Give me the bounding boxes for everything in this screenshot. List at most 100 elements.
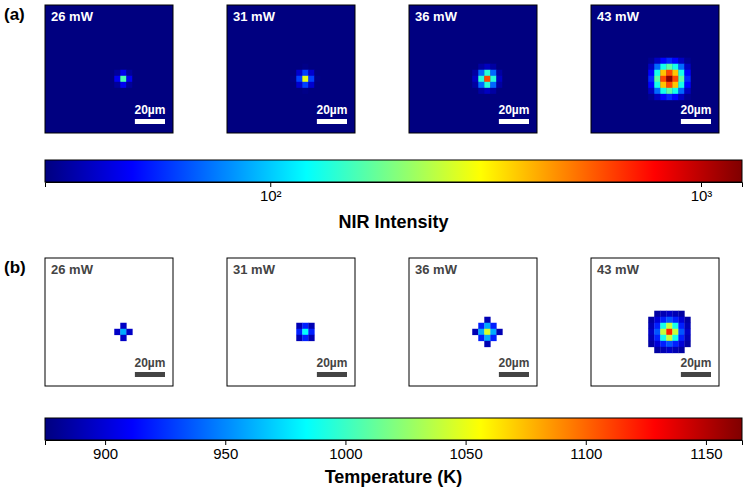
heat-cell bbox=[484, 64, 490, 70]
heat-cell bbox=[290, 58, 296, 64]
panel-frame bbox=[45, 258, 173, 386]
heat-cell bbox=[108, 94, 114, 100]
heat-cell bbox=[296, 88, 302, 94]
heat-cell bbox=[648, 82, 654, 88]
heat-cell bbox=[654, 335, 660, 341]
heat-cell bbox=[296, 335, 302, 341]
heat-cell bbox=[296, 76, 302, 82]
heat-cell bbox=[120, 76, 126, 82]
heat-cell bbox=[138, 64, 144, 70]
heat-cell bbox=[684, 76, 690, 82]
colorbar-tick: 1100 bbox=[570, 440, 602, 462]
heat-cell bbox=[496, 329, 502, 335]
heat-cell bbox=[126, 76, 132, 82]
heat-cell bbox=[484, 323, 490, 329]
heat-cell bbox=[290, 82, 296, 88]
heat-cell bbox=[666, 58, 672, 64]
heat-cell bbox=[672, 323, 678, 329]
cells bbox=[466, 58, 508, 100]
heat-cell bbox=[490, 88, 496, 94]
heat-cell bbox=[672, 335, 678, 341]
heat-cell bbox=[302, 329, 308, 335]
heat-cell bbox=[484, 70, 490, 76]
heat-cell bbox=[678, 76, 684, 82]
heat-cell bbox=[108, 88, 114, 94]
heat-cell bbox=[490, 58, 496, 64]
heat-cell bbox=[660, 341, 666, 347]
heat-cell bbox=[102, 82, 108, 88]
heat-cell bbox=[126, 82, 132, 88]
heat-cell bbox=[314, 58, 320, 64]
scale-bar bbox=[317, 119, 347, 124]
heat-cell bbox=[496, 70, 502, 76]
heat-cell bbox=[660, 335, 666, 341]
heat-cell bbox=[672, 311, 678, 317]
colorbar-tick: 10³ bbox=[691, 182, 713, 204]
panel-background bbox=[227, 258, 355, 386]
heat-cell bbox=[672, 94, 678, 100]
colorbar-tick: 10² bbox=[260, 182, 282, 204]
panel: 36 mW 20µm bbox=[409, 258, 537, 386]
heat-cell bbox=[114, 64, 120, 70]
heat-cell bbox=[684, 341, 690, 347]
heat-cell bbox=[478, 329, 484, 335]
heat-cell bbox=[490, 76, 496, 82]
heat-cell bbox=[672, 347, 678, 353]
panel-frame bbox=[591, 258, 719, 386]
heat-cell bbox=[666, 311, 672, 317]
heat-cell bbox=[108, 76, 114, 82]
heat-cell bbox=[308, 323, 314, 329]
heat-cell bbox=[490, 94, 496, 100]
heat-cell bbox=[472, 70, 478, 76]
heat-cell bbox=[678, 70, 684, 76]
colorbar-tick-label: 900 bbox=[93, 445, 118, 462]
heat-cell bbox=[666, 317, 672, 323]
heat-cell bbox=[672, 82, 678, 88]
heat-cell bbox=[320, 82, 326, 88]
heat-cell bbox=[684, 335, 690, 341]
heat-cell bbox=[126, 70, 132, 76]
heat-cell bbox=[132, 94, 138, 100]
heat-cell bbox=[314, 70, 320, 76]
heat-cell bbox=[654, 82, 660, 88]
heat-cell bbox=[684, 94, 690, 100]
heat-cell bbox=[132, 70, 138, 76]
heat-cell bbox=[314, 88, 320, 94]
heat-cell bbox=[678, 329, 684, 335]
heat-cell bbox=[302, 88, 308, 94]
colorbar-axis-line bbox=[46, 441, 743, 446]
heat-cell bbox=[484, 317, 490, 323]
heat-cell bbox=[648, 341, 654, 347]
scale-bar-label: 20µm bbox=[316, 356, 347, 370]
colorbar bbox=[45, 160, 742, 182]
colorbar-tick: 1000 bbox=[329, 440, 362, 462]
heat-cell bbox=[138, 82, 144, 88]
heat-cell bbox=[654, 70, 660, 76]
colorbar-tick-label: 10² bbox=[260, 187, 282, 204]
colorbar-tick-label: 1050 bbox=[449, 445, 482, 462]
heat-cell bbox=[478, 82, 484, 88]
heat-cell bbox=[120, 88, 126, 94]
heat-cell bbox=[502, 76, 508, 82]
heat-cell bbox=[666, 347, 672, 353]
panel-frame bbox=[409, 5, 537, 133]
panel-title: 31 mW bbox=[233, 9, 276, 24]
heat-cell bbox=[654, 94, 660, 100]
scale-bar bbox=[681, 372, 711, 377]
heat-cell bbox=[120, 335, 126, 341]
heat-cell bbox=[138, 76, 144, 82]
heat-cell bbox=[320, 70, 326, 76]
heat-cell bbox=[666, 76, 672, 82]
heat-cell bbox=[472, 76, 478, 82]
panel-background bbox=[409, 258, 537, 386]
heat-cell bbox=[138, 94, 144, 100]
heat-cell bbox=[490, 323, 496, 329]
panel-title: 36 mW bbox=[415, 262, 458, 277]
heat-cell bbox=[478, 58, 484, 64]
panel-background bbox=[409, 5, 537, 133]
heat-cell bbox=[314, 64, 320, 70]
heat-cell bbox=[120, 323, 126, 329]
heat-cell bbox=[302, 58, 308, 64]
heat-cell bbox=[666, 64, 672, 70]
scale-bar-label: 20µm bbox=[498, 356, 529, 370]
